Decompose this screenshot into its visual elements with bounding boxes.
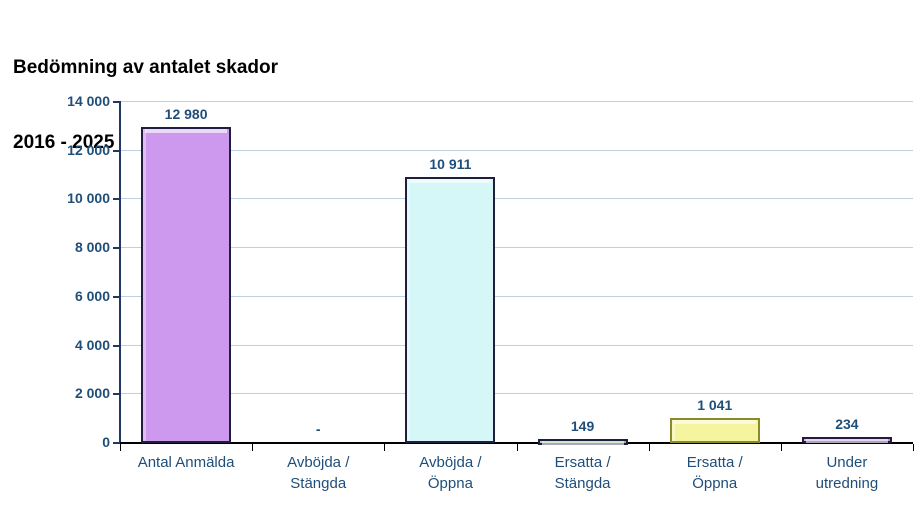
bar[interactable] xyxy=(669,417,760,443)
gridline xyxy=(120,295,913,297)
y-axis-tick xyxy=(113,442,120,444)
bar-value-label: - xyxy=(315,421,321,437)
x-axis-tick xyxy=(120,444,121,451)
bar-left-shade xyxy=(671,419,675,441)
bar-value-label: 12 980 xyxy=(164,105,208,122)
bar-left-shade xyxy=(143,128,147,441)
bar-left-shade xyxy=(539,441,543,444)
chart-title-line1: Bedömning av antalet skador xyxy=(13,57,279,78)
y-axis-label: 14 000 xyxy=(67,93,110,109)
x-axis-category-label: Ersatta / Öppna xyxy=(686,454,743,492)
x-axis-tick xyxy=(384,444,385,451)
gridline xyxy=(120,101,913,102)
x-axis-category-label: Antal Anmälda xyxy=(137,454,235,471)
bar-value-label: 1 041 xyxy=(697,396,733,413)
x-axis-category-label: Under utredning xyxy=(815,454,879,492)
y-axis-tick xyxy=(113,198,120,201)
bar-highlight xyxy=(145,128,227,133)
gridline xyxy=(120,149,913,151)
bar[interactable] xyxy=(141,126,231,443)
x-axis-category-label: Avböjda / Öppna xyxy=(419,454,482,492)
bar[interactable] xyxy=(537,439,628,446)
y-axis-label: 6 000 xyxy=(74,287,110,304)
gridline xyxy=(120,344,913,346)
y-axis-tick xyxy=(113,344,120,347)
y-axis-tick xyxy=(113,295,120,298)
y-axis-tick xyxy=(113,149,120,152)
chart-title: Bedömning av antalet skador 2016 - 2025 xyxy=(13,5,278,205)
x-axis-category-label: Avböjda / Stängda xyxy=(287,454,350,492)
x-axis-tick xyxy=(781,444,782,451)
bar-highlight xyxy=(409,179,492,184)
bar-highlight xyxy=(805,439,888,444)
bar-value-label: 10 911 xyxy=(429,156,472,173)
y-axis-label: 8 000 xyxy=(74,239,110,256)
bar[interactable] xyxy=(405,177,496,443)
y-axis-label: 4 000 xyxy=(74,336,110,353)
bar-left-shade xyxy=(407,179,411,441)
gridline xyxy=(120,393,913,395)
bar-highlight xyxy=(673,419,756,424)
x-axis-tick xyxy=(649,444,650,451)
chart-title-line2: 2016 - 2025 xyxy=(13,132,115,153)
bar[interactable] xyxy=(801,437,892,444)
x-axis-tick xyxy=(517,444,518,451)
bar-left-shade xyxy=(803,439,807,442)
bar-value-label: 234 xyxy=(835,416,859,433)
y-axis-label: 12 000 xyxy=(67,141,110,158)
x-axis-tick xyxy=(913,444,914,451)
x-axis-category-label: Ersatta / Stängda xyxy=(554,454,611,492)
y-axis-line xyxy=(119,101,121,444)
bar-value-label: 149 xyxy=(570,418,595,435)
y-axis-tick xyxy=(113,247,120,250)
y-axis-tick xyxy=(113,393,120,396)
y-axis-label: 10 000 xyxy=(67,190,110,207)
gridline xyxy=(120,247,913,249)
bar-highlight xyxy=(541,441,624,446)
gridline xyxy=(120,198,913,200)
y-axis-tick xyxy=(113,101,120,103)
x-axis-line xyxy=(120,442,913,444)
y-axis-label: 0 xyxy=(102,434,110,450)
x-axis-tick xyxy=(252,444,253,451)
y-axis-label: 2 000 xyxy=(74,385,110,402)
